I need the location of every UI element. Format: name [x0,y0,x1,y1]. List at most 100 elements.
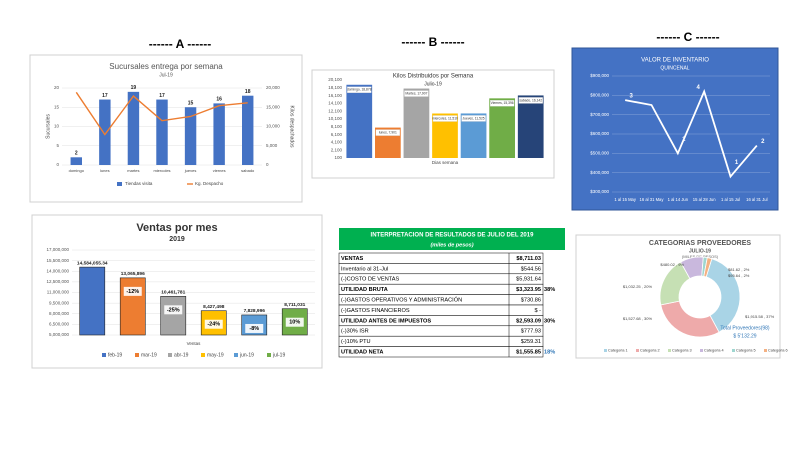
table-cell: $2,593.09 [516,318,541,324]
change-label: -24% [207,322,220,328]
data-label: miercoles, 11,510 [432,116,458,120]
legend-swatch [102,353,106,357]
legend-label: may-19 [207,352,224,358]
y-tick-label: $600,000 [590,131,609,136]
chart-subtitle: 2019 [169,236,185,243]
table-cell: $3,323.95 [516,287,541,293]
y-tick-label: 15 [54,104,60,109]
data-label: $480.02 , 9% [660,262,684,267]
x-tick-label: jueves [184,168,197,173]
y-tick-label: 17,000,000 [46,247,69,252]
section-label: ------ B ------ [401,35,464,49]
table-cell: UTILIDAD NETA [341,349,383,355]
table-cell: $544.56 [521,266,541,272]
x-tick-label: sabado [241,168,255,173]
table-cell: $777.93 [521,329,541,335]
bar [70,157,82,165]
point-label: 1 [735,160,739,166]
y-tick-label: 14,000,000 [46,268,69,273]
legend-swatch [117,182,122,186]
x-tick-label: 15 al 28 Jun [693,197,716,202]
bar [517,95,544,158]
y-tick-label: 11,000,000 [47,290,70,295]
x-tick-label: 16 al 31 Jul [746,197,767,202]
y-tick-label: 12,100 [328,108,342,113]
y-tick-label: 6,100 [331,132,343,137]
data-label: lunes, 7,901 [379,130,397,134]
legend-swatch [700,349,703,352]
data-label: $81.62 , 2% [728,267,750,272]
legend-label: feb-19 [108,352,122,358]
table-cell: 38% [544,287,555,293]
data-label: 18 [245,89,251,95]
label-box [461,115,486,122]
y-tick-label: 16,100 [328,93,342,98]
change-box [123,286,142,296]
y-tick-label: 20 [54,85,60,90]
legend-swatch [234,353,238,357]
data-label: 19 [131,85,137,91]
data-label: Viernes, 15,396 [491,101,514,105]
data-label: $1,527.68 , 30% [623,316,653,321]
pie-slice [705,258,741,333]
data-label: 16 [216,97,222,103]
pie-slice [703,257,713,278]
data-label: domingo, 18,878 [347,88,372,92]
label-box [432,115,458,122]
y-tick-label: $400,000 [590,170,609,175]
legend-swatch [135,353,139,357]
y-tick-label: 8,000,000 [49,311,70,316]
x-axis-label: Ventas [187,341,202,346]
data-label: $1,032.25 , 20% [623,284,653,289]
bar [79,266,106,336]
section-label: ------ A ------ [149,37,211,51]
data-label: 17 [159,93,165,99]
x-tick-label: miercoles [153,168,170,173]
data-label: sabado, 16,142 [519,98,542,102]
data-label: 2 [75,151,78,157]
table-cell: 18% [544,349,555,355]
y-tick-label: 4,100 [331,140,343,145]
change-label: -12% [126,289,139,295]
table-cell: VENTAS [341,256,364,262]
legend-swatch [267,353,271,357]
legend-label: abr-19 [174,352,189,358]
data-label: 10,461,781 [161,290,185,296]
table-cell: 30% [544,318,555,324]
data-label: 17 [102,93,108,99]
label-box [518,97,543,104]
table-cell: (-)30% ISR [341,329,369,335]
legend-label: Categoria 6 [768,349,788,353]
y-tick-label: 15,500,000 [46,258,69,263]
y-tick-label: 9,500,000 [49,300,70,305]
y-tick-label: 100 [334,155,342,160]
label-box [347,86,372,93]
y-tick-label: 5 [56,143,59,148]
point-label: 2 [761,139,765,145]
x-tick-label: 16 al 31 May [640,197,665,202]
legend-label: Categoria 5 [736,349,756,353]
y-tick-label: $700,000 [590,112,609,117]
chart-title: Sucursales entrega por semana [109,62,223,71]
x-tick-label: lunes [100,168,110,173]
table-cell: $730.86 [521,297,541,303]
y-tick-label: 14,100 [328,101,342,106]
legend-label: jun-19 [239,352,254,358]
table-cell: $ - [534,308,541,314]
change-label: -25% [167,307,180,313]
change-box [285,317,304,327]
y-tick-label: $900,000 [590,73,609,78]
y-tick-label: $300,000 [590,189,609,194]
legend-swatch [604,349,607,352]
data-label: Jueves, 11,525 [463,116,485,120]
data-label: 8,711,031 [284,302,305,308]
section-label: ------ C ------ [656,30,719,44]
legend-label: mar-19 [141,352,157,358]
y-tick-label: 2,100 [331,147,343,152]
annotation: Total Proveedores(98) [720,325,770,331]
data-label: Martes, 17,907 [405,91,427,95]
x-tick-label: 1 al 15 May [614,197,637,202]
y-tick-label: 10,100 [328,116,342,121]
y-tick-label: 0 [266,162,269,167]
